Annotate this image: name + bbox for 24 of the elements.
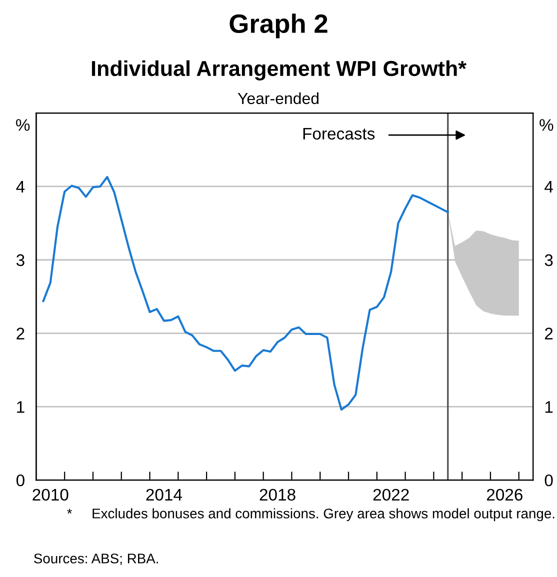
text: Year-ended [238, 92, 318, 104]
y2-tick-label: 1 [545, 401, 553, 413]
x-tick-label: 2018 [260, 488, 296, 501]
chart-subtitle: Individual Arrangement WPI Growth* [92, 60, 466, 80]
y2-axis-title: % [540, 119, 554, 131]
text: * Excludes bonuses and commissions. Grey area shows model output range. [67, 508, 554, 522]
line-series [42, 176, 449, 411]
chart-title: Graph 2 [230, 14, 328, 38]
y-tick-label: 3 [16, 254, 24, 266]
annotation: Forecasts [303, 128, 375, 140]
x-tick-label: 2010 [32, 488, 68, 501]
y2-tick-label: 3 [544, 254, 553, 266]
y-tick-label: 4 [16, 181, 25, 193]
y-axis-title: % [16, 119, 30, 131]
x-tick-label: 2026 [486, 488, 522, 501]
y2-tick-label: 4 [544, 181, 553, 193]
y-tick-label: 2 [16, 328, 24, 340]
y2-tick-label: 2 [545, 328, 553, 340]
x-tick-label: 2022 [373, 488, 409, 501]
y-tick-label: 1 [17, 401, 24, 413]
y2-tick-label: 0 [544, 474, 553, 486]
source-note: Sources: ABS; RBA. [34, 554, 158, 566]
y-tick-label: 0 [16, 474, 24, 486]
x-tick-label: 2014 [146, 488, 182, 501]
